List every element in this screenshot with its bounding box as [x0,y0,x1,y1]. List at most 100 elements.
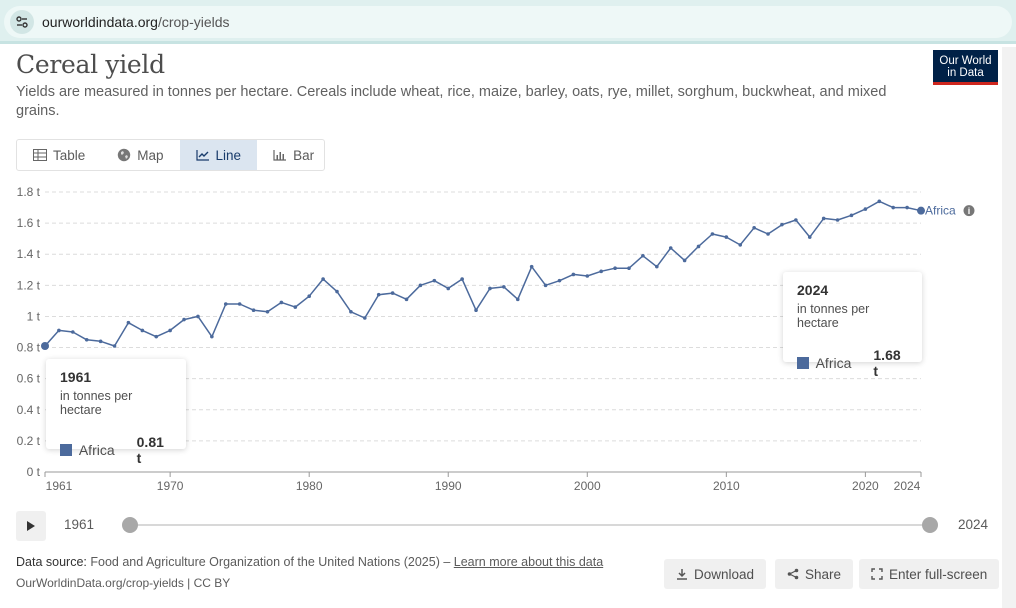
chart-series: Africa i [41,199,975,350]
x-tick-label: 1980 [296,479,323,493]
x-tick-label: 2024 [894,479,921,493]
data-point [279,300,284,305]
logo-line2: in Data [947,67,984,79]
download-label: Download [694,566,755,582]
data-point [794,218,798,222]
tooltip-start-unit: in tonnes per hectare [60,389,133,417]
data-point [696,244,701,249]
data-point [293,305,298,309]
x-tick-label: 1970 [157,479,184,493]
page-subtitle: Yields are measured in tonnes per hectar… [16,84,887,119]
timeline-track[interactable] [130,524,930,526]
tooltip-start-entity: Africa [78,442,115,458]
data-point [877,199,882,204]
site-settings-icon[interactable] [10,10,34,34]
data-point [891,205,895,210]
data-point [668,246,673,250]
data-point [126,320,131,325]
tooltip-end-swatch [797,357,809,369]
data-point [655,264,659,269]
data-point [432,278,437,283]
view-tabs: Table Map Line Bar [16,139,325,171]
data-point [529,264,534,269]
data-point [766,232,770,236]
data-point [682,258,687,263]
fullscreen-button[interactable]: Enter full-screen [859,559,1000,589]
data-point [182,317,186,322]
data-point [196,314,200,319]
share-button[interactable]: Share [775,559,854,589]
learn-more-link[interactable]: Learn more about this data [453,555,604,569]
tab-bar-label: Bar [293,147,315,163]
download-icon [677,569,687,580]
data-point [738,243,743,247]
line-chart[interactable]: 0 t 0.2 t 0.4 t 0.6 t 0.8 t 1 t 1.2 t 1.4 t 1.6 … [0,183,1000,513]
data-point [905,205,909,210]
tooltip-start: 1961 in tonnes per hectare Africa 0.81 t [46,359,186,466]
data-point [917,206,925,215]
tooltip-start-year: 1961 [60,369,92,385]
tab-table[interactable]: Table [17,140,101,170]
tooltip-start-value: 0.81 t [136,434,164,466]
data-point [251,308,256,313]
address-bar[interactable]: ourworldindata.org/crop-yields [4,6,1012,38]
timeline-start-handle[interactable] [122,517,138,533]
data-point [265,309,270,314]
x-tick-label: 1961 [46,479,73,493]
logo-line1: Our World [939,55,992,67]
source-label: Data source: [16,555,87,569]
data-point [237,302,242,306]
x-axis: 1961 1970 1980 1990 2000 2010 2020 2024 [44,471,922,493]
y-axis-ticks: 0 t 0.2 t 0.4 t 0.6 t 0.8 t 1 t 1.2 t 1.4 t 1.6 … [17,185,41,479]
timeline-end-handle[interactable] [922,517,938,533]
play-button[interactable] [16,511,46,541]
data-point [835,218,840,222]
chart-grid [45,191,921,442]
tab-table-label: Table [53,147,86,163]
page-title: Cereal yield [16,50,165,79]
owid-logo[interactable]: Our World in Data [933,50,998,85]
data-point [821,216,826,221]
tooltip-end-year: 2024 [797,282,829,298]
share-icon [787,568,799,580]
data-point [140,328,145,333]
data-point [57,328,61,333]
data-point [752,225,756,230]
expand-icon [871,568,883,580]
data-point [363,316,367,320]
url-text[interactable]: ourworldindata.org/crop-yields [42,14,230,30]
data-point [321,277,325,281]
browser-bar: ourworldindata.org/crop-yields [0,0,1016,44]
chart-page: Cereal yield Yields are measured in tonn… [0,47,1016,608]
data-point [335,289,339,294]
fullscreen-label: Enter full-screen [889,566,988,582]
y-tick-label: 0.4 t [17,403,41,417]
tab-line[interactable]: Line [179,140,258,170]
x-tick-label: 2000 [574,479,601,493]
timeline-end-label: 2024 [958,517,989,532]
data-point [474,308,478,313]
info-icon [963,205,975,217]
data-point [502,285,506,289]
tab-map[interactable]: Map [101,140,179,170]
data-point [41,342,49,350]
info-icon-glyph: i [968,206,971,216]
data-point [488,286,492,291]
x-tick-label: 2020 [852,479,879,493]
data-point [515,297,520,302]
y-tick-label: 0.8 t [17,341,41,355]
tab-bar[interactable]: Bar [257,140,330,170]
data-point [780,222,784,227]
data-point [557,278,562,283]
play-icon [27,521,35,531]
url-license[interactable]: OurWorldinData.org/crop-yields | CC BY [16,576,231,590]
data-point [543,283,548,288]
data-point [863,207,868,211]
download-button[interactable]: Download [664,559,767,589]
y-tick-label: 1.2 t [17,278,41,292]
tooltip-end-entity: Africa [815,355,852,371]
timeline: 1961 2024 [16,511,1000,541]
data-point [404,297,409,302]
y-tick-label: 0.6 t [17,372,41,386]
data-point [376,292,381,297]
